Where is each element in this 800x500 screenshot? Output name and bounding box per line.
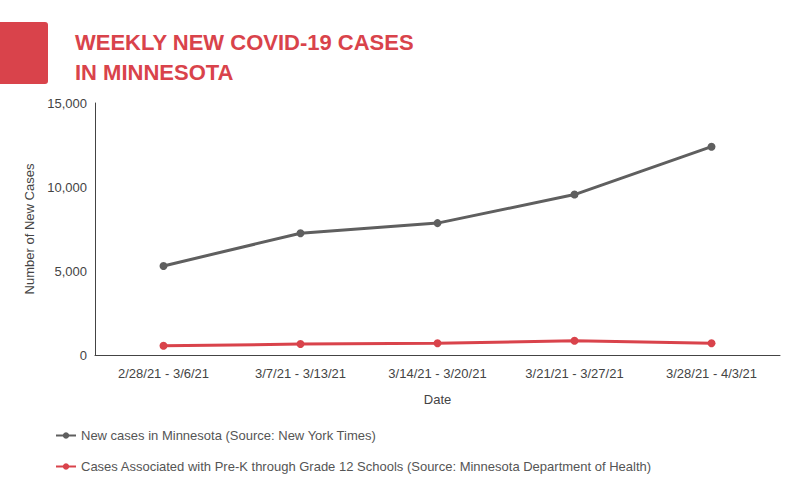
svg-text:15,000: 15,000 xyxy=(47,96,87,111)
svg-text:3/7/21 - 3/13/21: 3/7/21 - 3/13/21 xyxy=(255,366,346,381)
svg-text:WEEKLY NEW COVID-19 CASES: WEEKLY NEW COVID-19 CASES xyxy=(75,30,414,55)
svg-text:5,000: 5,000 xyxy=(54,264,87,279)
svg-text:3/14/21 - 3/20/21: 3/14/21 - 3/20/21 xyxy=(388,366,486,381)
svg-text:Date: Date xyxy=(424,392,451,407)
svg-text:Number of New Cases: Number of New Cases xyxy=(22,163,37,294)
svg-text:10,000: 10,000 xyxy=(47,180,87,195)
svg-text:2/28/21 - 3/6/21: 2/28/21 - 3/6/21 xyxy=(118,366,209,381)
svg-text:3/21/21 - 3/27/21: 3/21/21 - 3/27/21 xyxy=(525,366,623,381)
svg-text:New cases in Minnesota (Source: New cases in Minnesota (Source: New York… xyxy=(81,428,376,443)
svg-text:IN MINNESOTA: IN MINNESOTA xyxy=(75,60,234,85)
svg-text:Cases Associated with Pre-K th: Cases Associated with Pre-K through Grad… xyxy=(81,459,651,474)
svg-text:3/28/21 - 4/3/21: 3/28/21 - 4/3/21 xyxy=(666,366,757,381)
svg-text:0: 0 xyxy=(80,348,87,363)
